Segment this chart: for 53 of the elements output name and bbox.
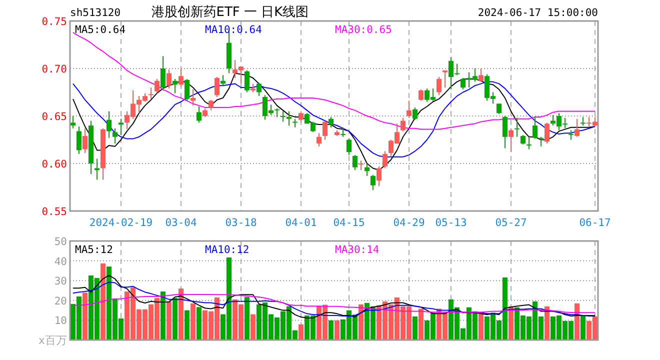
y-tick-label: 0.55 (42, 206, 67, 218)
y-axis-title: x百万 (38, 334, 67, 347)
line-series (72, 274, 596, 319)
bar (334, 320, 340, 340)
y-tick-label: 40 (54, 256, 67, 268)
line-series (72, 294, 596, 314)
y-tick-label: 10 (54, 315, 67, 328)
bar (166, 301, 172, 340)
x-tick-label: 03-04 (165, 217, 197, 229)
text: MA30:14 (335, 244, 380, 256)
x-tick-label: 04-01 (285, 217, 317, 229)
y-tick-label: 20 (54, 295, 67, 308)
series-label: MA5:12 (75, 244, 113, 256)
chart-title: 港股创新药ETF 一 日K线图 (151, 5, 309, 20)
bar (184, 310, 190, 340)
y-tick-label: 50 (54, 236, 67, 248)
bar (244, 297, 250, 340)
y-tick-label: 30 (54, 276, 67, 288)
bar (544, 306, 550, 340)
x-tick-label: 2024-02-19 (89, 217, 153, 229)
x-tick-label: 06-17 (579, 217, 611, 229)
bar (178, 288, 184, 340)
bar (358, 304, 364, 340)
text: 2024-06-17 15:00:00 (478, 7, 598, 19)
text: MA10:12 (205, 244, 250, 256)
x-tick-label: 05-27 (495, 217, 527, 229)
y-tick-label: 0.75 (42, 16, 67, 28)
bar (172, 298, 178, 340)
bar (328, 320, 334, 340)
bar (82, 292, 88, 340)
bar (580, 315, 586, 340)
text: MA10:0.64 (205, 24, 262, 36)
bar (412, 316, 418, 340)
bar (196, 307, 202, 340)
text: MA30:0.65 (335, 24, 392, 36)
bar (418, 308, 424, 340)
x-tick-label: 04-15 (333, 217, 365, 229)
text: sh513120 (70, 7, 121, 19)
bar (478, 314, 484, 340)
bar (574, 303, 580, 340)
bar (160, 291, 166, 340)
x-tick-label: 05-13 (435, 217, 467, 229)
bar (298, 324, 304, 340)
y-tick-label: 0.60 (42, 158, 67, 170)
y-tick-label: 0.65 (42, 111, 67, 123)
x-tick-label: 04-29 (393, 217, 425, 229)
x-tick-label: 03-18 (225, 217, 257, 229)
line-series (72, 282, 596, 317)
y-tick-label: 0.70 (42, 64, 67, 76)
bar (100, 263, 106, 340)
text: MA5:0.64 (75, 24, 126, 36)
bar (190, 303, 196, 340)
bar (250, 314, 256, 340)
